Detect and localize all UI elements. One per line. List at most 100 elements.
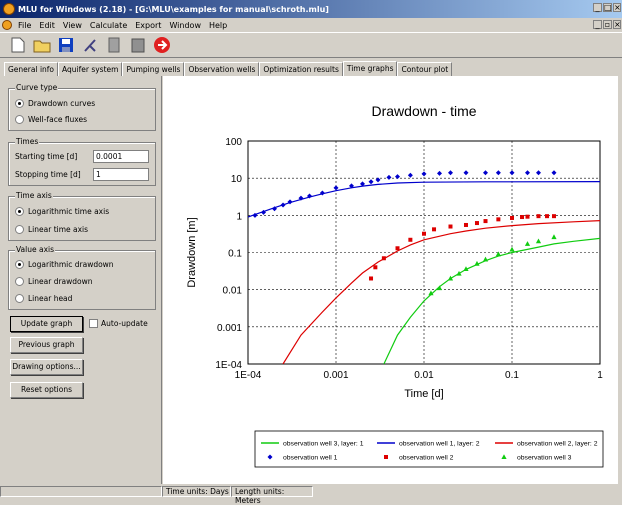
menu-calculate[interactable]: Calculate — [89, 20, 128, 30]
y-tick-label: 0.1 — [228, 249, 242, 260]
plot-frame — [247, 140, 601, 365]
menu-file[interactable]: File — [18, 20, 32, 30]
minimize-icon[interactable]: _ — [593, 3, 602, 12]
radio-dot[interactable] — [15, 115, 24, 124]
radio-well-face-fluxes[interactable]: Well-face fluxes — [15, 115, 87, 124]
stopping-time-input[interactable]: 1 — [93, 168, 149, 181]
radio-dot[interactable] — [15, 99, 24, 108]
point-well-3 — [447, 275, 454, 281]
tab-aquifer-system[interactable]: Aquifer system — [58, 62, 123, 76]
radio-drawdown-curves[interactable]: Drawdown curves — [15, 99, 95, 108]
checkbox-box[interactable] — [89, 319, 98, 328]
menu-view[interactable]: View — [62, 20, 82, 30]
radio-dot[interactable] — [15, 277, 24, 286]
status-empty — [0, 486, 162, 497]
starting-time-label: Starting time [d] — [15, 152, 78, 161]
time-axis-group: Time axis Logarithmic time axis Linear t… — [8, 191, 156, 241]
doc-minimize-icon[interactable]: _ — [593, 20, 602, 29]
paste-icon[interactable] — [128, 35, 148, 55]
radio-linear-drawdown[interactable]: Linear drawdown — [15, 277, 93, 286]
point-well-2 — [369, 276, 374, 281]
tab-observation-wells[interactable]: Observation wells — [184, 62, 260, 76]
starting-time-input[interactable]: 0.0001 — [93, 150, 149, 163]
point-well-1 — [298, 195, 304, 201]
status-time-units: Time units: Days — [162, 486, 231, 497]
exit-icon[interactable] — [152, 35, 172, 55]
menu-bar: File Edit View Calculate Export Window H… — [0, 18, 622, 32]
legend-label: observation well 2, layer: 2 — [517, 441, 598, 448]
radio-dot[interactable] — [15, 225, 24, 234]
save-icon[interactable] — [56, 35, 76, 55]
radio-linear-time-axis[interactable]: Linear time axis — [15, 225, 88, 234]
radio-label: Drawdown curves — [28, 99, 96, 108]
x-tick-label: 0.1 — [505, 370, 519, 381]
y-tick-label: 0.001 — [217, 323, 242, 334]
radio-logarithmic-drawdown[interactable]: Logarithmic drawdown — [15, 260, 114, 269]
point-well-3 — [436, 285, 443, 291]
reset-options-button[interactable]: Reset options — [10, 382, 83, 398]
copy-icon[interactable] — [104, 35, 124, 55]
point-well-2 — [496, 217, 501, 222]
y-tick-label: 1E-04 — [215, 360, 242, 371]
point-well-1 — [535, 170, 541, 176]
legend-label: observation well 1, layer: 2 — [399, 441, 480, 448]
point-well-2 — [510, 215, 514, 220]
drawdown-chart: Drawdown - time 1E-04 0.001 0.01 0.1 1 100 10 1 0… — [186, 103, 604, 468]
new-file-icon[interactable] — [8, 35, 28, 55]
menu-window[interactable]: Window — [169, 20, 201, 30]
point-well-1 — [386, 174, 392, 180]
point-well-2 — [432, 227, 437, 232]
drawing-options-button[interactable]: Drawing options... — [10, 359, 83, 375]
point-well-2 — [373, 265, 378, 270]
update-graph-button[interactable]: Update graph — [10, 316, 83, 332]
point-well-3 — [551, 234, 557, 240]
point-well-1 — [509, 170, 515, 176]
radio-label: Logarithmic drawdown — [28, 260, 114, 269]
legend-marker-swatch — [267, 454, 273, 460]
menu-edit[interactable]: Edit — [39, 20, 55, 30]
legend-label: observation well 2 — [399, 455, 454, 462]
maximize-icon[interactable]: □ — [603, 3, 612, 12]
tab-contour-plot[interactable]: Contour plot — [397, 62, 453, 76]
value-axis-title: Value axis — [15, 245, 56, 254]
tab-pumping-wells[interactable]: Pumping wells — [122, 62, 185, 76]
tab-time-graphs[interactable]: Time graphs — [342, 61, 398, 76]
menu-help[interactable]: Help — [208, 20, 228, 30]
chart-area: Drawdown - time 1E-04 0.001 0.01 0.1 1 100 10 1 0… — [163, 76, 618, 484]
radio-dot[interactable] — [15, 294, 24, 303]
document-menu-icon[interactable] — [2, 20, 12, 30]
previous-graph-button[interactable]: Previous graph — [10, 337, 83, 353]
curve-type-title: Curve type — [15, 83, 59, 92]
tab-optimization-results[interactable]: Optimization results — [259, 62, 343, 76]
series-line-2 — [248, 181, 600, 218]
legend-label: observation well 1 — [283, 455, 338, 462]
open-folder-icon[interactable] — [32, 35, 52, 55]
point-well-1 — [252, 212, 258, 218]
radio-logarithmic-time-axis[interactable]: Logarithmic time axis — [15, 207, 109, 216]
checkbox-label: Auto-update — [101, 319, 148, 328]
point-well-2 — [474, 221, 479, 226]
menu-export[interactable]: Export — [135, 20, 162, 30]
radio-dot[interactable] — [15, 260, 24, 269]
point-well-1 — [436, 170, 442, 176]
cut-icon[interactable] — [80, 35, 100, 55]
tab-general-info[interactable]: General info — [4, 62, 59, 76]
radio-dot[interactable] — [15, 207, 24, 216]
point-well-1 — [395, 174, 401, 180]
stopping-time-label: Stopping time [d] — [15, 170, 81, 179]
doc-close-icon[interactable]: × — [613, 20, 621, 29]
legend-label: observation well 3 — [517, 455, 572, 462]
point-well-2 — [463, 222, 468, 227]
radio-linear-head[interactable]: Linear head — [15, 294, 72, 303]
point-well-1 — [524, 170, 530, 176]
y-tick-label: 1 — [236, 211, 242, 222]
y-tick-label: 10 — [231, 174, 243, 185]
window-titlebar: MLU for Windows (2.18) - [G:\MLU\example… — [0, 0, 622, 18]
radio-label: Linear head — [28, 294, 73, 303]
close-icon[interactable]: × — [613, 3, 621, 12]
point-well-1 — [551, 170, 557, 176]
status-bar: Time units: Days Length units: Meters — [0, 486, 622, 505]
auto-update-checkbox[interactable]: Auto-update — [89, 319, 148, 328]
point-well-1 — [260, 209, 266, 215]
doc-restore-icon[interactable]: ▫ — [603, 20, 612, 29]
